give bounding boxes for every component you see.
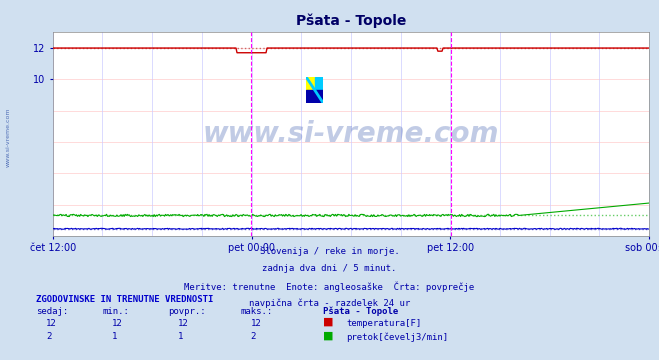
Text: navpična črta - razdelek 24 ur: navpična črta - razdelek 24 ur [249, 298, 410, 308]
Text: 12: 12 [46, 319, 57, 328]
Text: Slovenija / reke in morje.: Slovenija / reke in morje. [260, 247, 399, 256]
Text: ZGODOVINSKE IN TRENUTNE VREDNOSTI: ZGODOVINSKE IN TRENUTNE VREDNOSTI [36, 295, 214, 304]
Text: ■: ■ [323, 317, 333, 327]
Text: www.si-vreme.com: www.si-vreme.com [203, 120, 499, 148]
Text: 12: 12 [178, 319, 188, 328]
Text: www.si-vreme.com: www.si-vreme.com [5, 107, 11, 167]
Text: maks.:: maks.: [241, 307, 273, 316]
Text: 12: 12 [250, 319, 261, 328]
Text: min.:: min.: [102, 307, 129, 316]
Text: ■: ■ [323, 330, 333, 341]
Text: pretok[čevelj3/min]: pretok[čevelj3/min] [346, 332, 448, 342]
Text: 12: 12 [112, 319, 123, 328]
Bar [315, 77, 323, 90]
Text: temperatura[F]: temperatura[F] [346, 319, 421, 328]
Text: Pšata - Topole: Pšata - Topole [323, 307, 398, 316]
Text: 1: 1 [178, 332, 183, 341]
Bar [306, 90, 323, 103]
Text: Meritve: trenutne  Enote: angleosaške  Črta: povprečje: Meritve: trenutne Enote: angleosaške Črt… [185, 281, 474, 292]
Text: 1: 1 [112, 332, 117, 341]
Text: 2: 2 [250, 332, 256, 341]
Title: Pšata - Topole: Pšata - Topole [296, 14, 406, 28]
Text: sedaj:: sedaj: [36, 307, 69, 316]
Text: zadnja dva dni / 5 minut.: zadnja dva dni / 5 minut. [262, 264, 397, 273]
Text: povpr.:: povpr.: [168, 307, 206, 316]
Bar [306, 77, 315, 90]
Text: 2: 2 [46, 332, 51, 341]
